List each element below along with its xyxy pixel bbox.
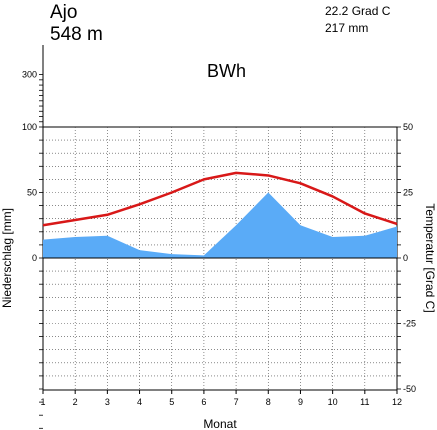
right-tick-label: 0 bbox=[403, 253, 408, 263]
x-tick-label: 7 bbox=[234, 397, 239, 407]
x-tick-label: 11 bbox=[360, 397, 369, 407]
temperature-line bbox=[42, 171, 398, 227]
right-tick-label: -25 bbox=[403, 319, 416, 329]
right-tick-label: -50 bbox=[403, 384, 416, 394]
x-tick-label: 3 bbox=[105, 397, 110, 407]
x-tick-label: 6 bbox=[201, 397, 206, 407]
station-elevation: 548 m bbox=[50, 24, 103, 45]
x-tick-label: 9 bbox=[298, 397, 303, 407]
mean-temperature: 22.2 Grad C bbox=[325, 4, 391, 18]
precipitation-series bbox=[43, 192, 397, 258]
left-tick-label: 50 bbox=[27, 188, 37, 198]
station-name: Ajo bbox=[50, 2, 77, 23]
x-tick-label: 5 bbox=[169, 397, 174, 407]
x-axis-title: Monat bbox=[203, 417, 237, 430]
right-tick-label: 50 bbox=[403, 122, 413, 132]
x-tick-label: 8 bbox=[266, 397, 271, 407]
x-tick-label: 1 bbox=[40, 397, 45, 407]
left-tick-label: 300 bbox=[22, 70, 37, 80]
axis-ticks bbox=[39, 74, 401, 429]
x-tick-label: 12 bbox=[392, 397, 402, 407]
climate-class: BWh bbox=[207, 61, 246, 81]
right-tick-label: 25 bbox=[403, 188, 413, 198]
grid-lines bbox=[43, 127, 397, 390]
x-tick-label: 4 bbox=[137, 397, 142, 407]
y-axis-title-right: Temperatur [Grad C] bbox=[423, 203, 437, 312]
left-tick-label: 100 bbox=[22, 122, 37, 132]
temperature-series bbox=[42, 171, 398, 227]
x-tick-label: 2 bbox=[73, 397, 78, 407]
precipitation-area bbox=[43, 192, 397, 258]
x-tick-label: 10 bbox=[328, 397, 338, 407]
y-axis-title-left: Niederschlag [mm] bbox=[0, 208, 14, 308]
left-tick-label: 0 bbox=[32, 253, 37, 263]
annual-precipitation: 217 mm bbox=[325, 21, 368, 35]
